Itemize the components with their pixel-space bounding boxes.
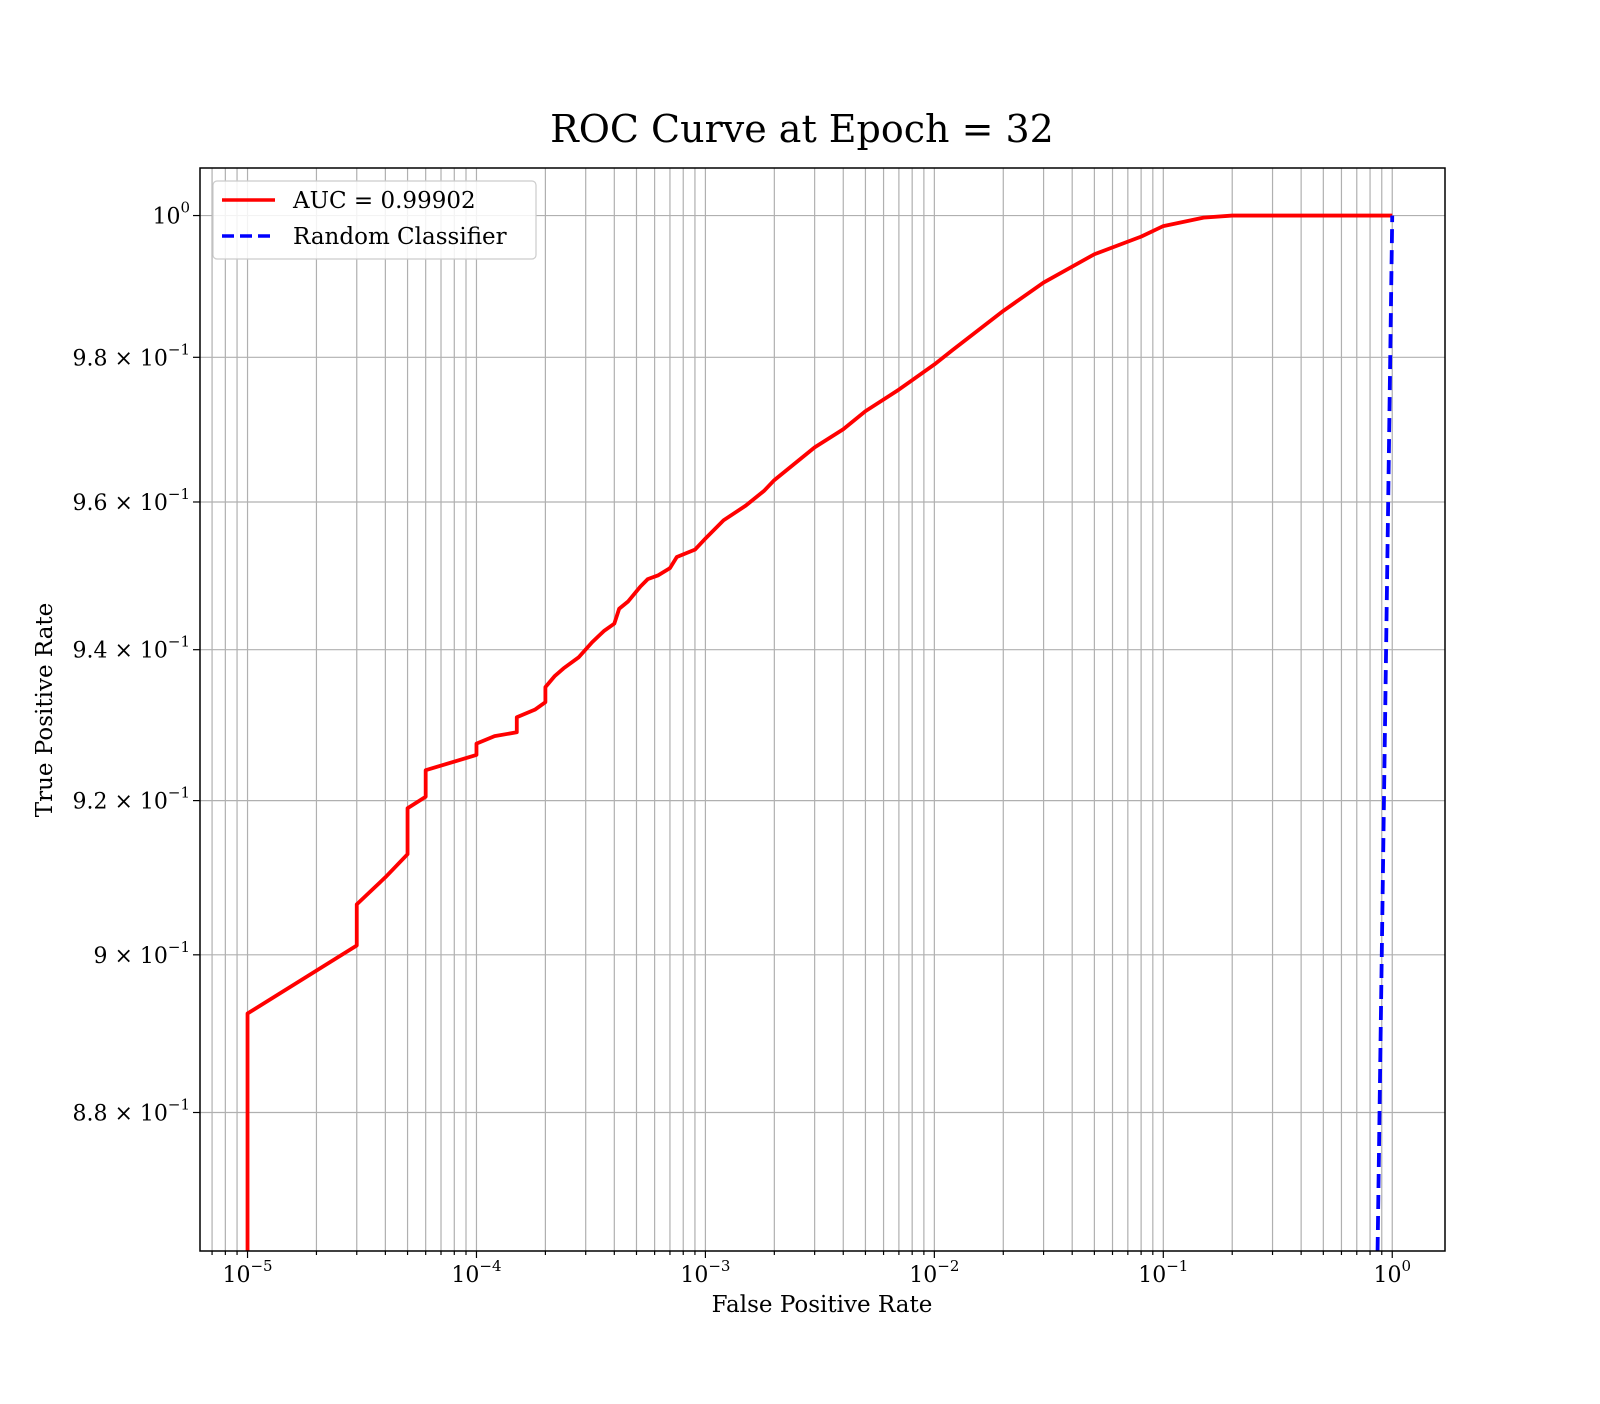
series-layer [245,213,1395,1252]
roc-curve-line [245,213,1393,1251]
x-tick-label: 10−5 [222,1257,272,1288]
random-classifier-line [1375,215,1395,1252]
grid-layer [200,168,1445,1251]
x-tick-label: 10−3 [680,1257,730,1288]
plot-frame [199,167,1446,1252]
x-tick-label: 10−4 [451,1257,501,1288]
legend: AUC = 0.99902 Random Classifier [212,180,537,260]
chart-title: ROC Curve at Epoch = 32 [550,107,1054,151]
x-tick-label: 100 [1373,1257,1411,1288]
y-tick-label: 9.8 × 10−1 [72,340,190,371]
legend-label-random: Random Classifier [293,224,507,250]
y-tick-label: 9.4 × 10−1 [72,633,190,664]
x-axis-label: False Positive Rate [712,1292,933,1318]
y-axis-label: True Positive Rate [32,603,58,818]
x-tick-label: 10−1 [1138,1257,1188,1288]
legend-box [212,180,537,260]
legend-label-auc: AUC = 0.99902 [292,188,476,214]
y-tick-label: 8.8 × 10−1 [72,1096,190,1127]
y-tick-label: 9.6 × 10−1 [72,485,190,516]
y-tick-label: 9.2 × 10−1 [72,784,190,815]
tick-layer: 10−5 10−4 10−3 10−2 10−1 100 8.8 × 10−1 9 × 10−… [72,199,1411,1288]
x-tick-label: 10−2 [909,1257,959,1288]
y-tick-label: 100 [152,199,190,230]
y-tick-label: 9 × 10−1 [93,938,190,969]
